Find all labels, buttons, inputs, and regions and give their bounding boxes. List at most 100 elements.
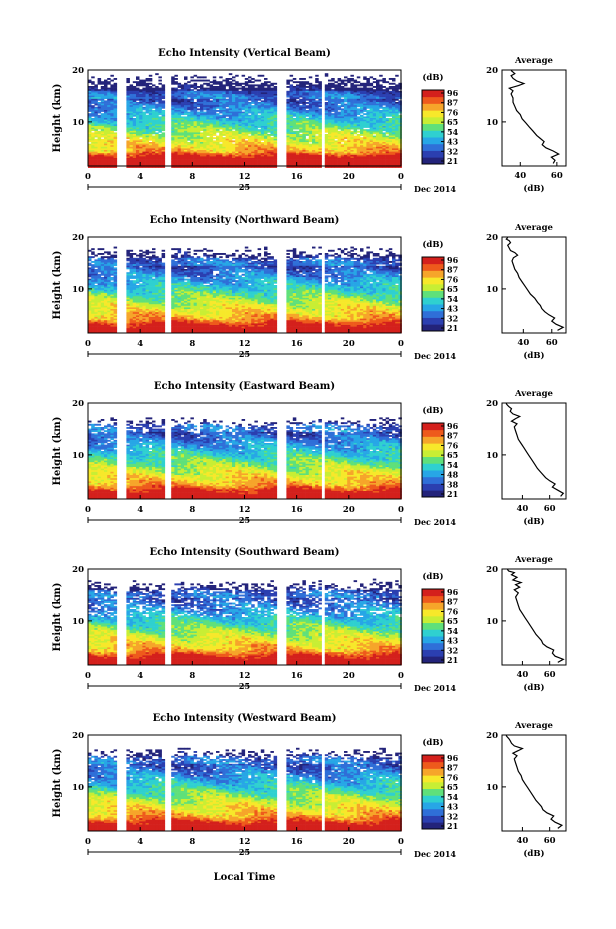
heatmap-cell	[219, 127, 223, 130]
heatmap-cell	[94, 114, 98, 117]
heatmap-cell	[97, 110, 102, 112]
heatmap-cell	[139, 113, 143, 116]
heatmap-cell	[94, 151, 98, 154]
heatmap-cell	[219, 126, 223, 128]
heatmap-cell	[88, 113, 92, 116]
heatmap-cell	[318, 105, 322, 108]
heatmap-cell	[187, 158, 191, 160]
heatmap-cell	[193, 150, 198, 152]
heatmap-cell	[241, 162, 246, 165]
heatmap-cell	[200, 111, 204, 114]
heatmap-cell	[180, 106, 185, 109]
heatmap-cell	[110, 154, 114, 157]
heatmap-cell	[209, 105, 214, 108]
heatmap-cell	[148, 86, 153, 88]
heatmap-cell	[206, 132, 210, 135]
heatmap-cell	[174, 130, 178, 133]
heatmap-cell	[200, 132, 204, 135]
heatmap-cell	[232, 146, 236, 149]
heatmap-cell	[235, 94, 239, 96]
heatmap-cell	[206, 94, 210, 96]
heatmap-cell	[129, 156, 134, 159]
heatmap-cell	[104, 94, 108, 96]
heatmap-cell	[174, 81, 178, 84]
heatmap-cell	[219, 145, 223, 148]
heatmap-cell	[225, 130, 230, 133]
heatmap-cell	[216, 156, 220, 159]
heatmap-cell	[91, 150, 95, 152]
heatmap-cell	[174, 159, 178, 162]
heatmap-cell	[232, 162, 236, 165]
heatmap-cell	[174, 161, 178, 164]
heatmap-cell	[232, 154, 236, 157]
heatmap-cell	[225, 132, 230, 135]
heatmap-cell	[180, 127, 185, 130]
heatmap-cell	[91, 164, 95, 167]
heatmap-cell	[222, 137, 226, 140]
heatmap-cell	[212, 132, 217, 135]
heatmap-cell	[222, 156, 226, 159]
heatmap-cell	[107, 137, 111, 140]
heatmap-cell	[171, 132, 175, 135]
heatmap-cell	[248, 81, 252, 84]
heatmap-cell	[158, 111, 162, 114]
heatmap-cell	[177, 134, 182, 136]
heatmap-cell	[203, 119, 207, 122]
heatmap-cell	[244, 121, 249, 124]
heatmap-cell	[206, 164, 210, 167]
heatmap-cell	[129, 89, 134, 92]
heatmap-cell	[158, 106, 162, 109]
heatmap-cell	[238, 127, 242, 130]
heatmap-cell	[107, 90, 111, 93]
heatmap-cell	[136, 114, 140, 117]
heatmap-cell	[363, 113, 367, 116]
heatmap-cell	[248, 98, 252, 101]
heatmap-cell	[139, 156, 143, 159]
heatmap-cell	[241, 132, 246, 135]
heatmap-cell	[97, 97, 102, 100]
heatmap-cell	[315, 97, 319, 100]
heatmap-cell	[152, 110, 156, 112]
heatmap-cell	[88, 166, 92, 168]
heatmap-cell	[136, 105, 140, 108]
heatmap-cell	[206, 90, 210, 93]
heatmap-cell	[206, 140, 210, 143]
heatmap-cell	[200, 121, 204, 124]
heatmap-cell	[129, 137, 134, 140]
heatmap-cell	[388, 82, 393, 85]
heatmap-cell	[180, 143, 185, 146]
heatmap-cell	[184, 145, 188, 148]
profile-y-label: 10	[486, 118, 498, 128]
heatmap-cell	[88, 148, 92, 151]
heatmap-cell	[180, 151, 185, 154]
heatmap-cell	[110, 148, 114, 151]
colorbar-segment	[422, 110, 444, 118]
heatmap-cell	[209, 145, 214, 148]
heatmap-cell	[104, 113, 108, 116]
heatmap-cell	[88, 249, 92, 252]
colorbar-tick-label: 87	[447, 98, 458, 108]
heatmap-cell	[241, 113, 246, 116]
heatmap-cell	[241, 98, 246, 101]
heatmap-cell	[142, 161, 146, 164]
heatmap-cell	[94, 135, 98, 138]
heatmap-cell	[91, 102, 95, 104]
heatmap-cell	[174, 74, 178, 77]
heatmap-cell	[139, 132, 143, 135]
heatmap-cell	[100, 127, 105, 130]
heatmap-cell	[337, 102, 342, 104]
heatmap-cell	[235, 113, 239, 116]
heatmap-cell	[97, 150, 102, 152]
heatmap-cell	[360, 111, 364, 114]
heatmap-cell	[136, 127, 140, 130]
heatmap-cell	[97, 162, 102, 165]
heatmap-cell	[110, 153, 114, 156]
heatmap-cell	[219, 146, 223, 149]
heatmap-cell	[104, 129, 108, 132]
heatmap-cell	[104, 154, 108, 157]
heatmap-cell	[142, 142, 146, 144]
heatmap-cell	[155, 122, 159, 125]
heatmap-cell	[244, 103, 249, 106]
heatmap-cell	[91, 126, 95, 128]
heatmap-cell	[203, 142, 207, 144]
